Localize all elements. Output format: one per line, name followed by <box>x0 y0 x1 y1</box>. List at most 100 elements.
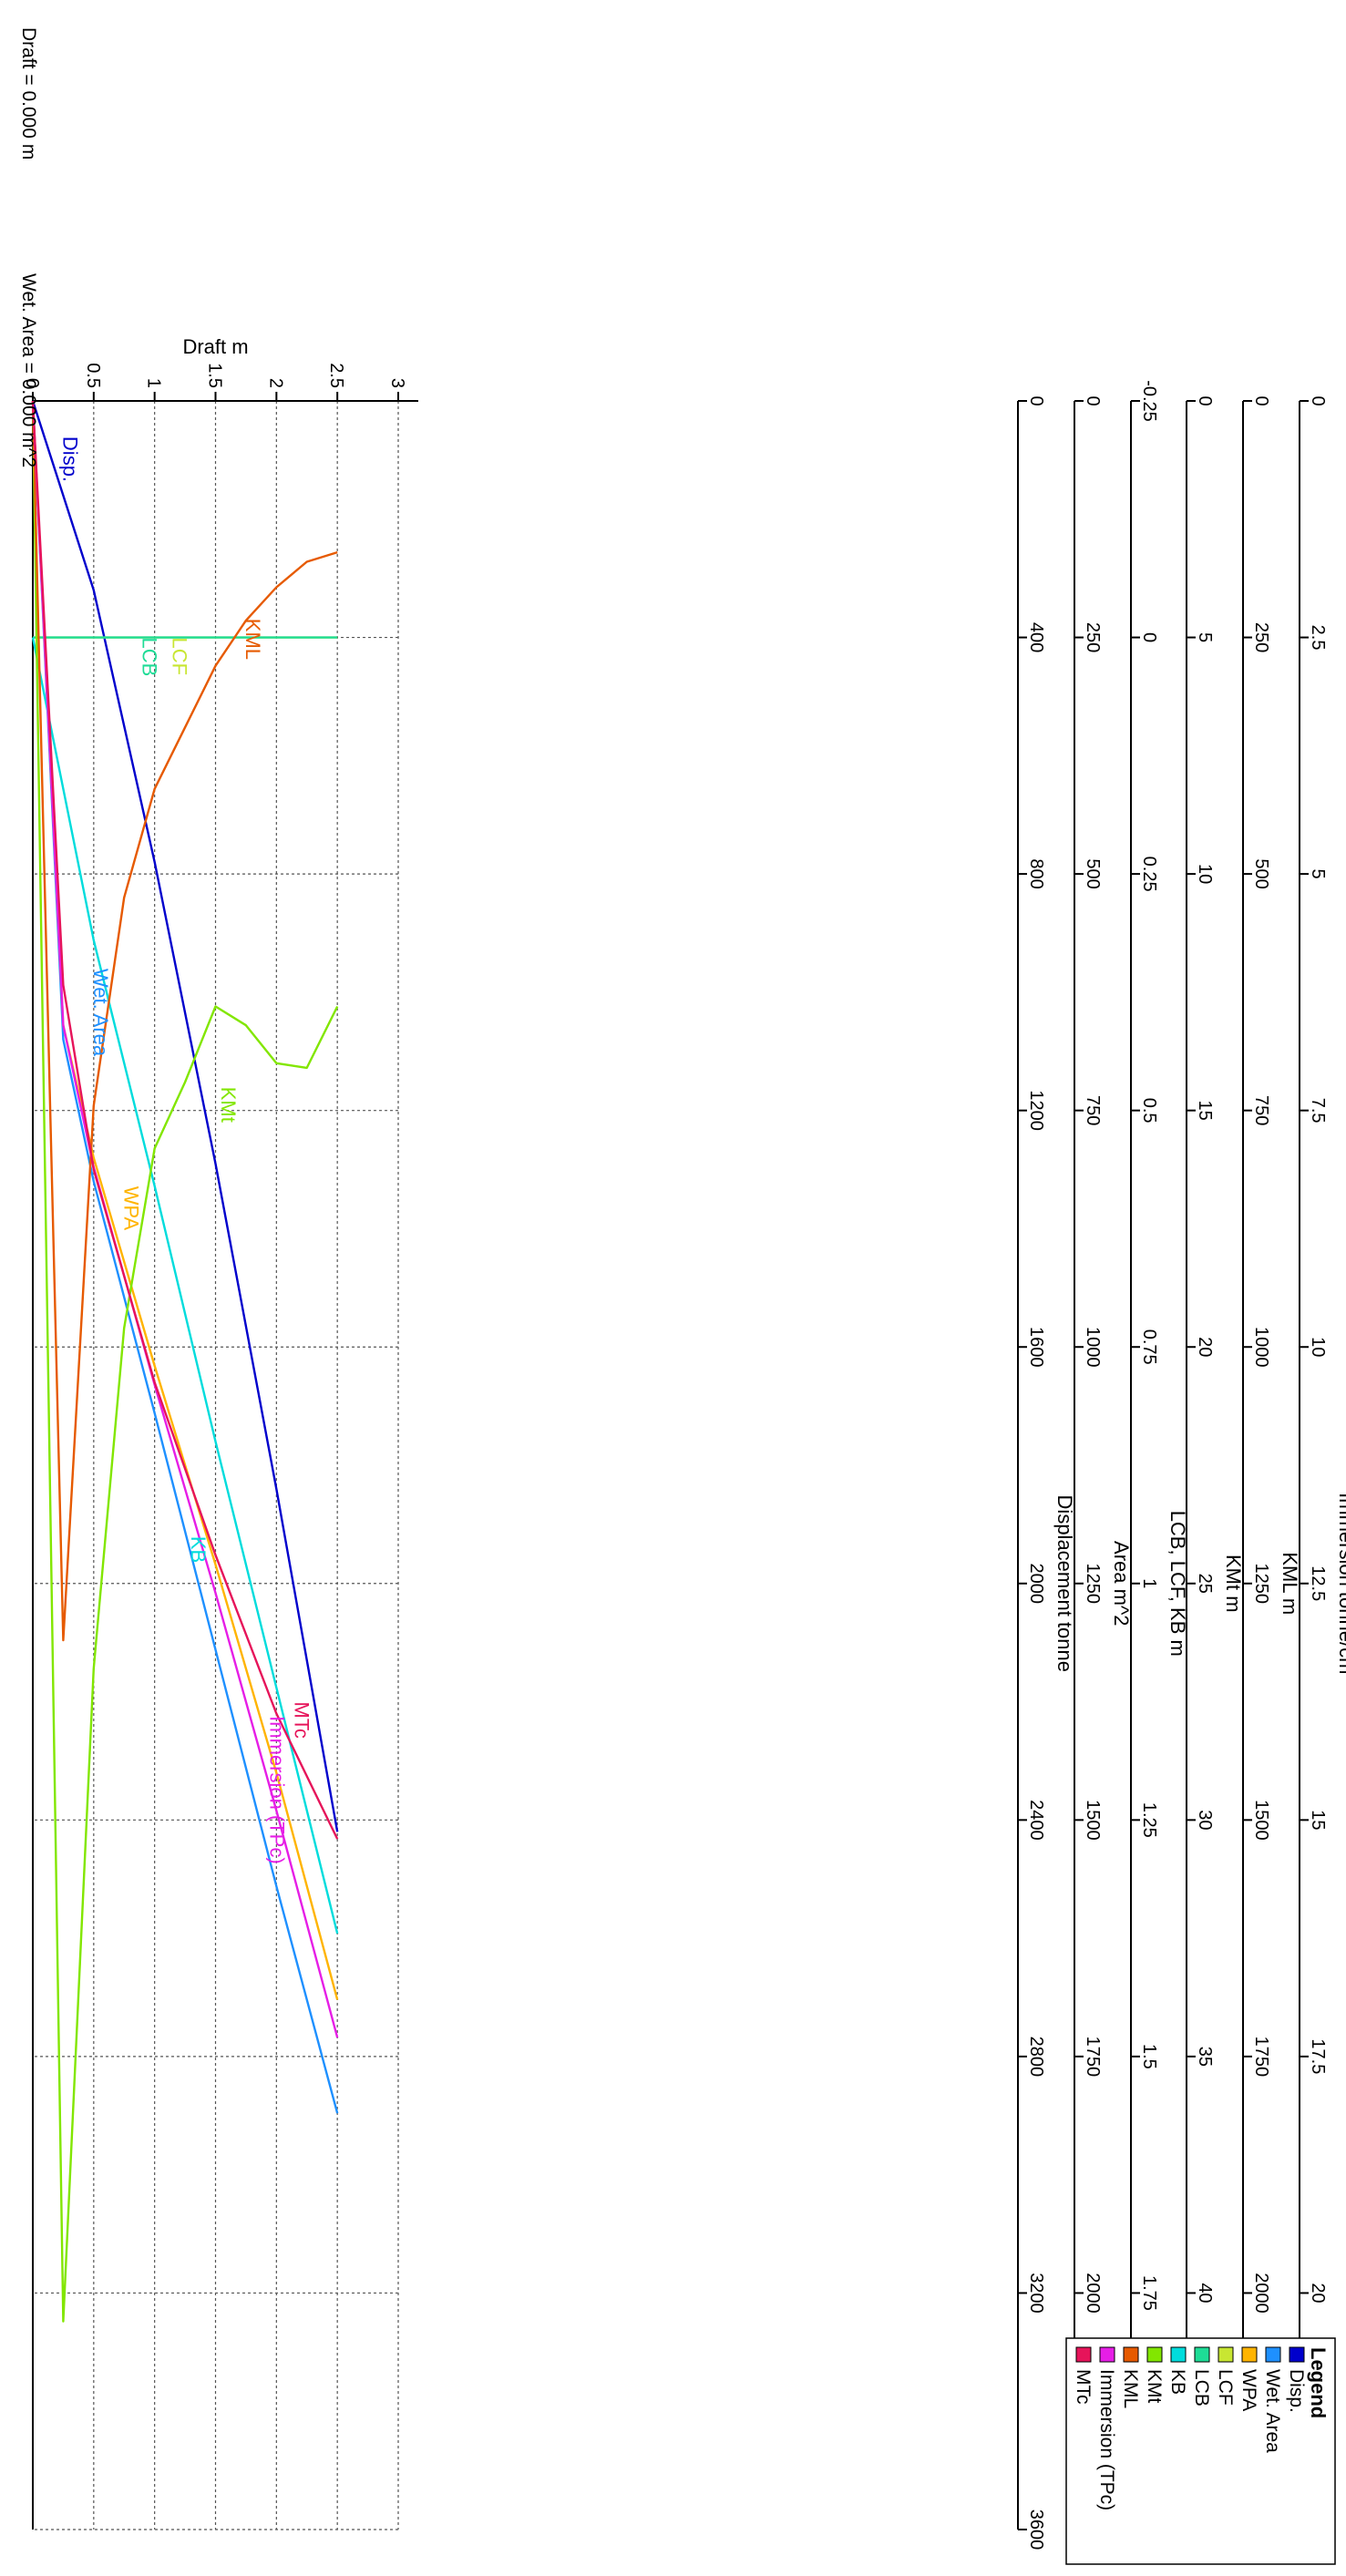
legend-swatch <box>1218 2346 1234 2363</box>
draft-axis: 0 0.5 1 1.5 2 2.5 3 Draft m <box>22 335 418 402</box>
legend-label: WPA <box>1238 2369 1259 2411</box>
curve-wet-area <box>31 400 339 2114</box>
curve-kmt <box>31 400 339 2323</box>
axis-tick-label: 25 <box>1195 1574 1215 1594</box>
axis-tick-label: 1500 <box>1083 1800 1103 1841</box>
axis-tick-label: 1250 <box>1251 1564 1271 1605</box>
axis-tick-label: 17.5 <box>1308 2038 1328 2074</box>
axis-tick-label: 500 <box>1251 858 1271 888</box>
legend-swatch <box>1099 2346 1115 2363</box>
curve-label: KMt <box>217 1087 240 1123</box>
axis-tick-label: -0.25 <box>1139 380 1159 422</box>
axis-tick-label: 10 <box>1308 1337 1328 1357</box>
axis-tick-label: 1600 <box>1026 1327 1046 1368</box>
axis-tick-label: 2000 <box>1083 2273 1103 2314</box>
legend-item: MTc <box>1073 2346 1094 2405</box>
legend-box <box>1065 2337 1336 2565</box>
curve-label: KB <box>187 1536 210 1563</box>
curve-label: WPA <box>119 1186 142 1231</box>
legend-item: LCF <box>1215 2346 1236 2406</box>
axis-tick-label: 7.5 <box>1308 1098 1328 1124</box>
legend-swatch <box>1075 2346 1092 2363</box>
axis-tick-label: 1.5 <box>1139 2044 1159 2069</box>
axis-tick-label: 20 <box>1308 2283 1328 2303</box>
axis-tick-label: 15 <box>1195 1101 1215 1121</box>
curve-label: LCB <box>138 638 160 677</box>
draft-axis-label: Draft m <box>182 335 248 358</box>
curve-disp- <box>31 400 339 1832</box>
axis-tick-label: 0 <box>1251 395 1271 405</box>
curve-label: KML <box>241 619 264 660</box>
draft-readout: Draft = 0.000 m <box>18 27 39 159</box>
axis-tick-label: 1 <box>1139 1578 1159 1588</box>
status-readout: Draft = 0.000 m Wet. Area = 0.000 m^2 <box>18 27 39 467</box>
curve-label: LCF <box>169 638 191 676</box>
legend-swatch <box>1194 2346 1210 2363</box>
curve-labels: Disp. Wet. Area WPA LCF LCB KB KMt KML Immersion… <box>58 436 313 1864</box>
axis-tick-label: 1.25 <box>1139 1802 1159 1838</box>
draft-tick-label: 1.5 <box>205 363 225 388</box>
grid-lines <box>32 400 399 2530</box>
axis-tick-label: 0.25 <box>1139 857 1159 892</box>
axis-tick-label: 2800 <box>1026 2037 1046 2078</box>
legend-label: MTc <box>1073 2369 1094 2405</box>
legend-item: KML <box>1120 2346 1141 2408</box>
draft-tick-label: 2.5 <box>326 363 346 388</box>
axis-tick-label: 1000 <box>1251 1327 1271 1368</box>
legend-item: Immersion (TPc) <box>1096 2346 1117 2510</box>
axis-tick-label: 1750 <box>1251 2037 1271 2078</box>
wet-area-readout: Wet. Area = 0.000 m^2 <box>18 273 39 467</box>
axis-tick-label: 0 <box>1139 632 1159 642</box>
axis-area: 0250500750100012501500175020002250Area m… <box>1074 395 1133 2550</box>
legend-label: KML <box>1120 2369 1141 2408</box>
axis-tick-label: 2000 <box>1026 1564 1046 1605</box>
axis-disp: 0 400 800 1200 1600 2000 2400 2800 3200 3600 Displ… <box>1017 395 1076 2550</box>
legend-item: Disp. <box>1286 2346 1307 2413</box>
legend-item: KMt <box>1144 2346 1165 2404</box>
axis-tick-label: 0 <box>1195 395 1215 405</box>
legend-swatch <box>1146 2346 1163 2363</box>
axis-tick-label: 3600 <box>1026 2509 1046 2550</box>
axis-tick-label: 10 <box>1195 864 1215 884</box>
legend-swatch <box>1265 2346 1281 2363</box>
legend-title: Legend <box>1307 2347 1330 2418</box>
axis-tick-label: 2.5 <box>1308 625 1328 651</box>
legend-label: Immersion (TPc) <box>1096 2369 1117 2510</box>
legend-label: Disp. <box>1286 2369 1307 2413</box>
axis-tick-label: 0 <box>1308 395 1328 405</box>
axis-tick-label: 30 <box>1195 1810 1215 1830</box>
axis-tick-label: 35 <box>1195 2047 1215 2067</box>
legend-item: WPA <box>1238 2346 1259 2411</box>
axis-tick-label: 1750 <box>1083 2037 1103 2078</box>
axis-tick-label: 5 <box>1195 632 1215 642</box>
draft-tick-label: 0.5 <box>83 363 103 388</box>
axis-tick-label: 3200 <box>1026 2273 1046 2314</box>
axis-title: KMt m <box>1222 1555 1245 1613</box>
axis-tick-label: 750 <box>1083 1095 1103 1125</box>
legend-item: Wet. Area <box>1262 2346 1283 2453</box>
axis-tick-label: 800 <box>1026 858 1046 888</box>
axis-tick-label: 750 <box>1251 1095 1271 1125</box>
legend-swatch <box>1170 2346 1187 2363</box>
axis-tick-label: 2000 <box>1251 2273 1271 2314</box>
value-axes: 04008001200160020002400280032003600Displ… <box>1017 380 1346 2550</box>
legend-swatch <box>1289 2346 1305 2363</box>
legend-item: LCB <box>1191 2346 1212 2407</box>
curve-label: Immersion (TPc) <box>266 1716 289 1864</box>
axis-title: Immersion tonne/cm <box>1335 1493 1346 1674</box>
axis-tick-label: 250 <box>1251 622 1271 652</box>
axis-tick-label: 0.5 <box>1139 1098 1159 1124</box>
axis-tick-label: 2400 <box>1026 1800 1046 1841</box>
draft-tick-label: 2 <box>265 378 285 388</box>
axis-tick-label: 1200 <box>1026 1090 1046 1131</box>
axis-tick-label: 1500 <box>1251 1800 1271 1841</box>
axis-tick-label: 500 <box>1083 858 1103 888</box>
curves <box>31 400 339 2323</box>
curve-label: MTc <box>290 1702 313 1739</box>
axis-title: Area m^2 <box>1110 1541 1133 1626</box>
axis-title: Displacement tonne <box>1053 1495 1076 1672</box>
